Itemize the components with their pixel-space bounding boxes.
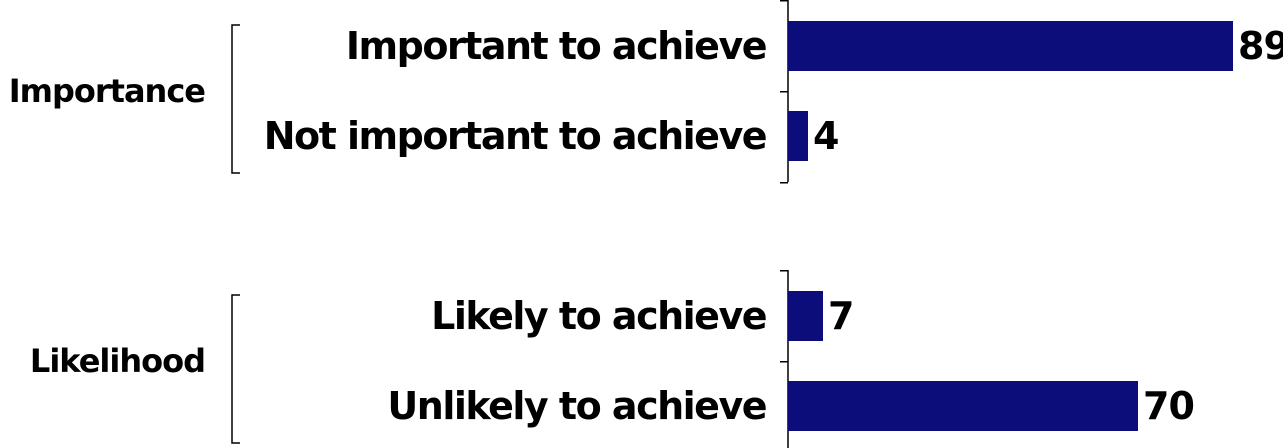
group-labels: Importance Likelihood (9, 72, 207, 380)
category-labels: Important to achieve Not important to ach… (264, 24, 768, 428)
category-label-not-important-to-achieve: Not important to achieve (264, 114, 766, 158)
value-labels: 89 4 7 70 (813, 24, 1283, 428)
bar-not-important-to-achieve (788, 111, 808, 161)
bar-likely-to-achieve (788, 291, 823, 341)
category-label-important-to-achieve: Important to achieve (346, 24, 766, 68)
bars (788, 21, 1233, 431)
y-axis (780, 0, 789, 448)
category-label-likely-to-achieve: Likely to achieve (431, 294, 766, 338)
value-label-not-important-to-achieve: 4 (813, 114, 838, 158)
group-bracket-likelihood (231, 294, 240, 444)
value-label-important-to-achieve: 89 (1238, 24, 1283, 68)
value-label-likely-to-achieve: 7 (828, 294, 853, 338)
group-bracket-importance (231, 24, 240, 174)
category-label-unlikely-to-achieve: Unlikely to achieve (387, 384, 766, 428)
group-label-likelihood: Likelihood (30, 342, 205, 380)
value-label-unlikely-to-achieve: 70 (1143, 384, 1194, 428)
group-label-importance: Importance (9, 72, 206, 110)
bar-unlikely-to-achieve (788, 381, 1138, 431)
bar-important-to-achieve (788, 21, 1233, 71)
group-brackets (231, 24, 240, 444)
